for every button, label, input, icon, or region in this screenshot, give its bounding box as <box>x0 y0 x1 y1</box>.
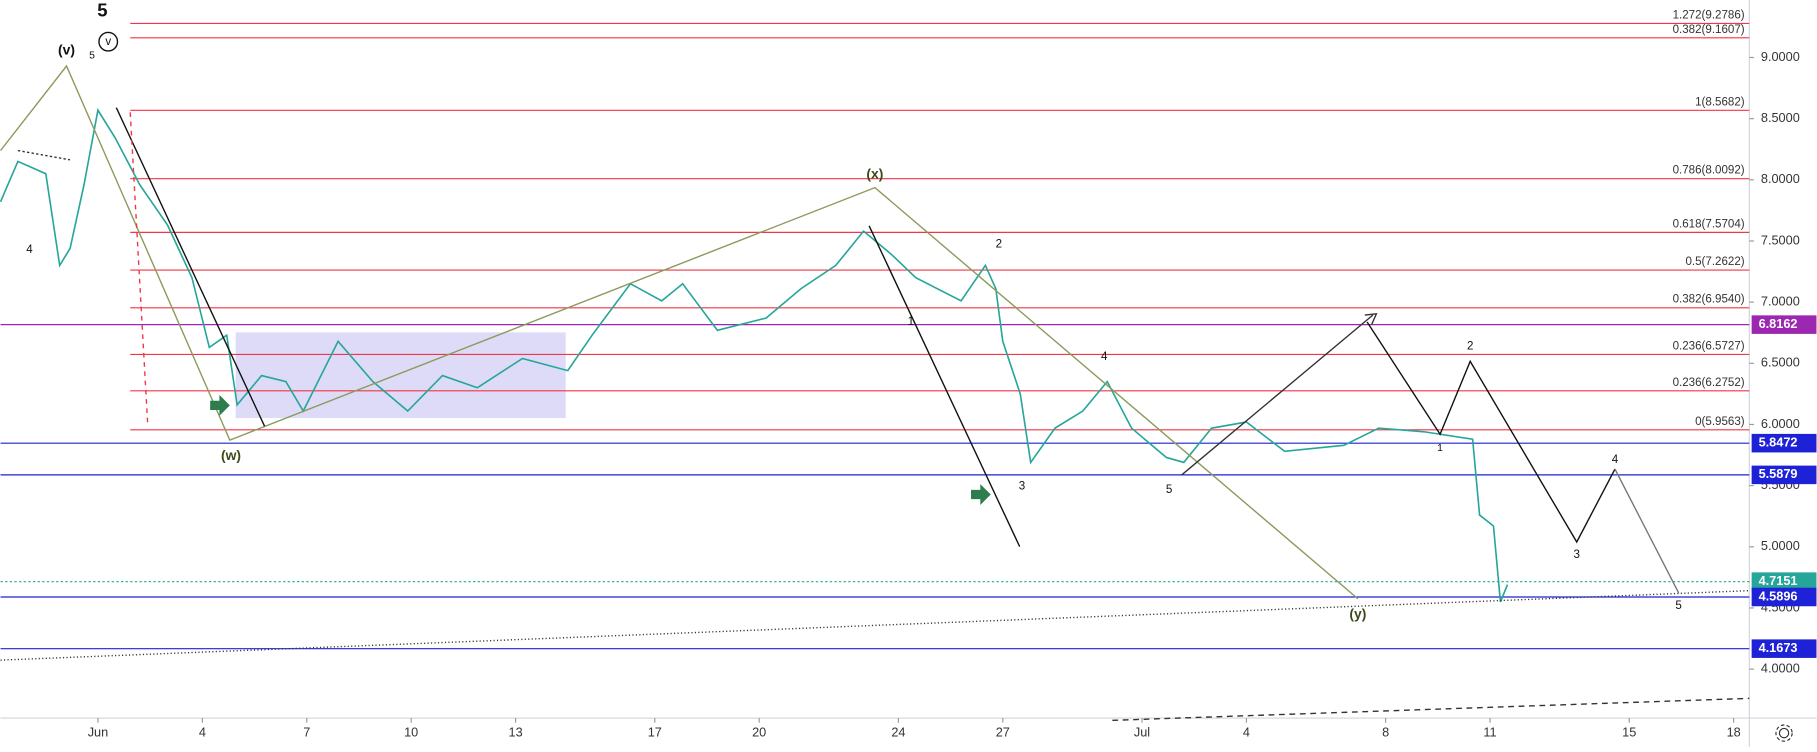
wave-label: (w) <box>221 447 241 463</box>
projection-line <box>1614 468 1680 594</box>
fib-label: 0.382(6.9540) <box>1673 294 1745 306</box>
projection-line <box>1366 321 1616 544</box>
x-tick-label: 8 <box>1382 724 1389 739</box>
x-tick-label: 13 <box>509 724 523 739</box>
range-box <box>235 332 566 419</box>
wave-label: 5 <box>1166 484 1172 496</box>
price-tag-label: 4.7151 <box>1759 573 1798 588</box>
fib-label: 0.382(9.1607) <box>1673 24 1745 36</box>
x-tick-label: 7 <box>303 724 310 739</box>
price-tag-label: 4.1673 <box>1759 640 1798 655</box>
arrow-head <box>1364 313 1378 325</box>
wave-label: 1 <box>908 316 914 328</box>
x-tick-label: 18 <box>1727 724 1741 739</box>
trend-line <box>868 225 1021 547</box>
wave-label: 4 <box>26 244 33 256</box>
x-tick-label: 4 <box>1243 724 1250 739</box>
drawings <box>0 31 1750 722</box>
price-line-series <box>0 107 1509 603</box>
y-tick-label: 7.5000 <box>1761 232 1800 247</box>
x-tick-label: Jun <box>88 724 109 739</box>
price-tag <box>1751 587 1817 607</box>
y-tick-label: 6.5000 <box>1761 355 1800 370</box>
wave-label: (v) <box>58 42 75 58</box>
x-tick-label: Jul <box>1134 724 1150 739</box>
wave-label: 2 <box>996 238 1002 250</box>
fib-label: 0.5(7.2622) <box>1685 256 1744 268</box>
x-tick-label: 24 <box>891 724 905 739</box>
y-tick-label: 8.0000 <box>1761 171 1800 186</box>
y-tick-label: 5.0000 <box>1761 538 1800 553</box>
wave-label: 5 <box>97 0 107 20</box>
wave-label: v <box>105 36 111 48</box>
price-tag <box>1751 315 1817 334</box>
fib-label: 0.618(7.5704) <box>1673 218 1745 230</box>
price-tag <box>1751 639 1817 658</box>
y-tick-label: 7.0000 <box>1761 294 1800 309</box>
fib-label: 1(8.5682) <box>1695 96 1745 108</box>
wave-label: (y) <box>1349 606 1366 622</box>
fib-label: 0.236(6.5727) <box>1673 340 1745 352</box>
x-tick-label: 11 <box>1483 724 1496 739</box>
x-tick-label: 20 <box>752 724 766 739</box>
wave-label: 4 <box>1101 351 1108 363</box>
trend-line <box>115 107 266 427</box>
wave-label: 1 <box>1437 443 1443 454</box>
y-tick-label: 4.0000 <box>1761 660 1800 675</box>
dashed-trend <box>1112 697 1750 722</box>
wave-label: 2 <box>1467 340 1473 352</box>
x-tick-label: 17 <box>648 724 662 739</box>
price-tag-label: 6.8162 <box>1759 316 1798 331</box>
x-tick-label: 15 <box>1622 724 1636 739</box>
circle-mark <box>98 31 119 52</box>
x-tick-label: 4 <box>199 724 206 739</box>
y-tick-label: 9.0000 <box>1761 49 1800 64</box>
fib-label: 0(5.9563) <box>1695 416 1745 428</box>
arrow-icon <box>210 394 230 416</box>
price-tag-label: 5.5879 <box>1759 466 1798 481</box>
price-tag-label: 4.5896 <box>1759 588 1798 603</box>
price-tag <box>1751 572 1817 591</box>
plot: 4.00004.50005.00005.50006.00006.50007.00… <box>0 9 1817 739</box>
price-tag <box>1751 465 1817 485</box>
projection-line <box>1181 314 1374 476</box>
wave-label: (x) <box>866 166 883 182</box>
price-tag-label: 5.8472 <box>1759 435 1798 450</box>
wave-label: 3 <box>1574 549 1580 561</box>
wave-label: 3 <box>1019 480 1025 492</box>
price-tag <box>1751 433 1817 453</box>
x-tick-label: 27 <box>996 724 1010 739</box>
wave-label: 5 <box>89 50 95 61</box>
y-tick-label: 8.5000 <box>1761 110 1800 125</box>
settings-icon[interactable] <box>1775 724 1793 742</box>
x-tick-label: 10 <box>404 724 418 739</box>
wave-label: 4 <box>1612 454 1619 466</box>
fib-label: 0.786(8.0092) <box>1673 165 1745 177</box>
wave-line <box>0 64 1359 600</box>
y-tick-label: 6.0000 <box>1761 416 1800 431</box>
arrow-icon <box>971 484 991 505</box>
fib-label: 0.236(6.2752) <box>1673 377 1745 389</box>
fib-label: 1.272(9.2786) <box>1673 9 1745 21</box>
wave-label: 5 <box>1675 600 1681 612</box>
